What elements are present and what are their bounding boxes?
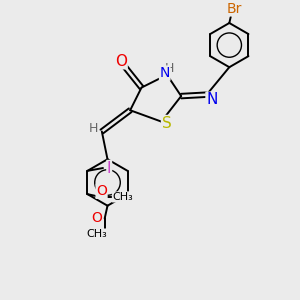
Text: Br: Br bbox=[226, 2, 242, 16]
Text: S: S bbox=[162, 116, 171, 130]
Text: H: H bbox=[89, 122, 98, 135]
Text: I: I bbox=[107, 160, 112, 175]
Text: O: O bbox=[91, 211, 102, 225]
Text: O: O bbox=[96, 184, 107, 198]
Text: CH₃: CH₃ bbox=[86, 229, 107, 239]
Text: CH₃: CH₃ bbox=[112, 192, 133, 202]
Text: O: O bbox=[115, 54, 127, 69]
Text: H: H bbox=[165, 62, 175, 75]
Text: N: N bbox=[206, 92, 218, 107]
Text: N: N bbox=[160, 66, 170, 80]
